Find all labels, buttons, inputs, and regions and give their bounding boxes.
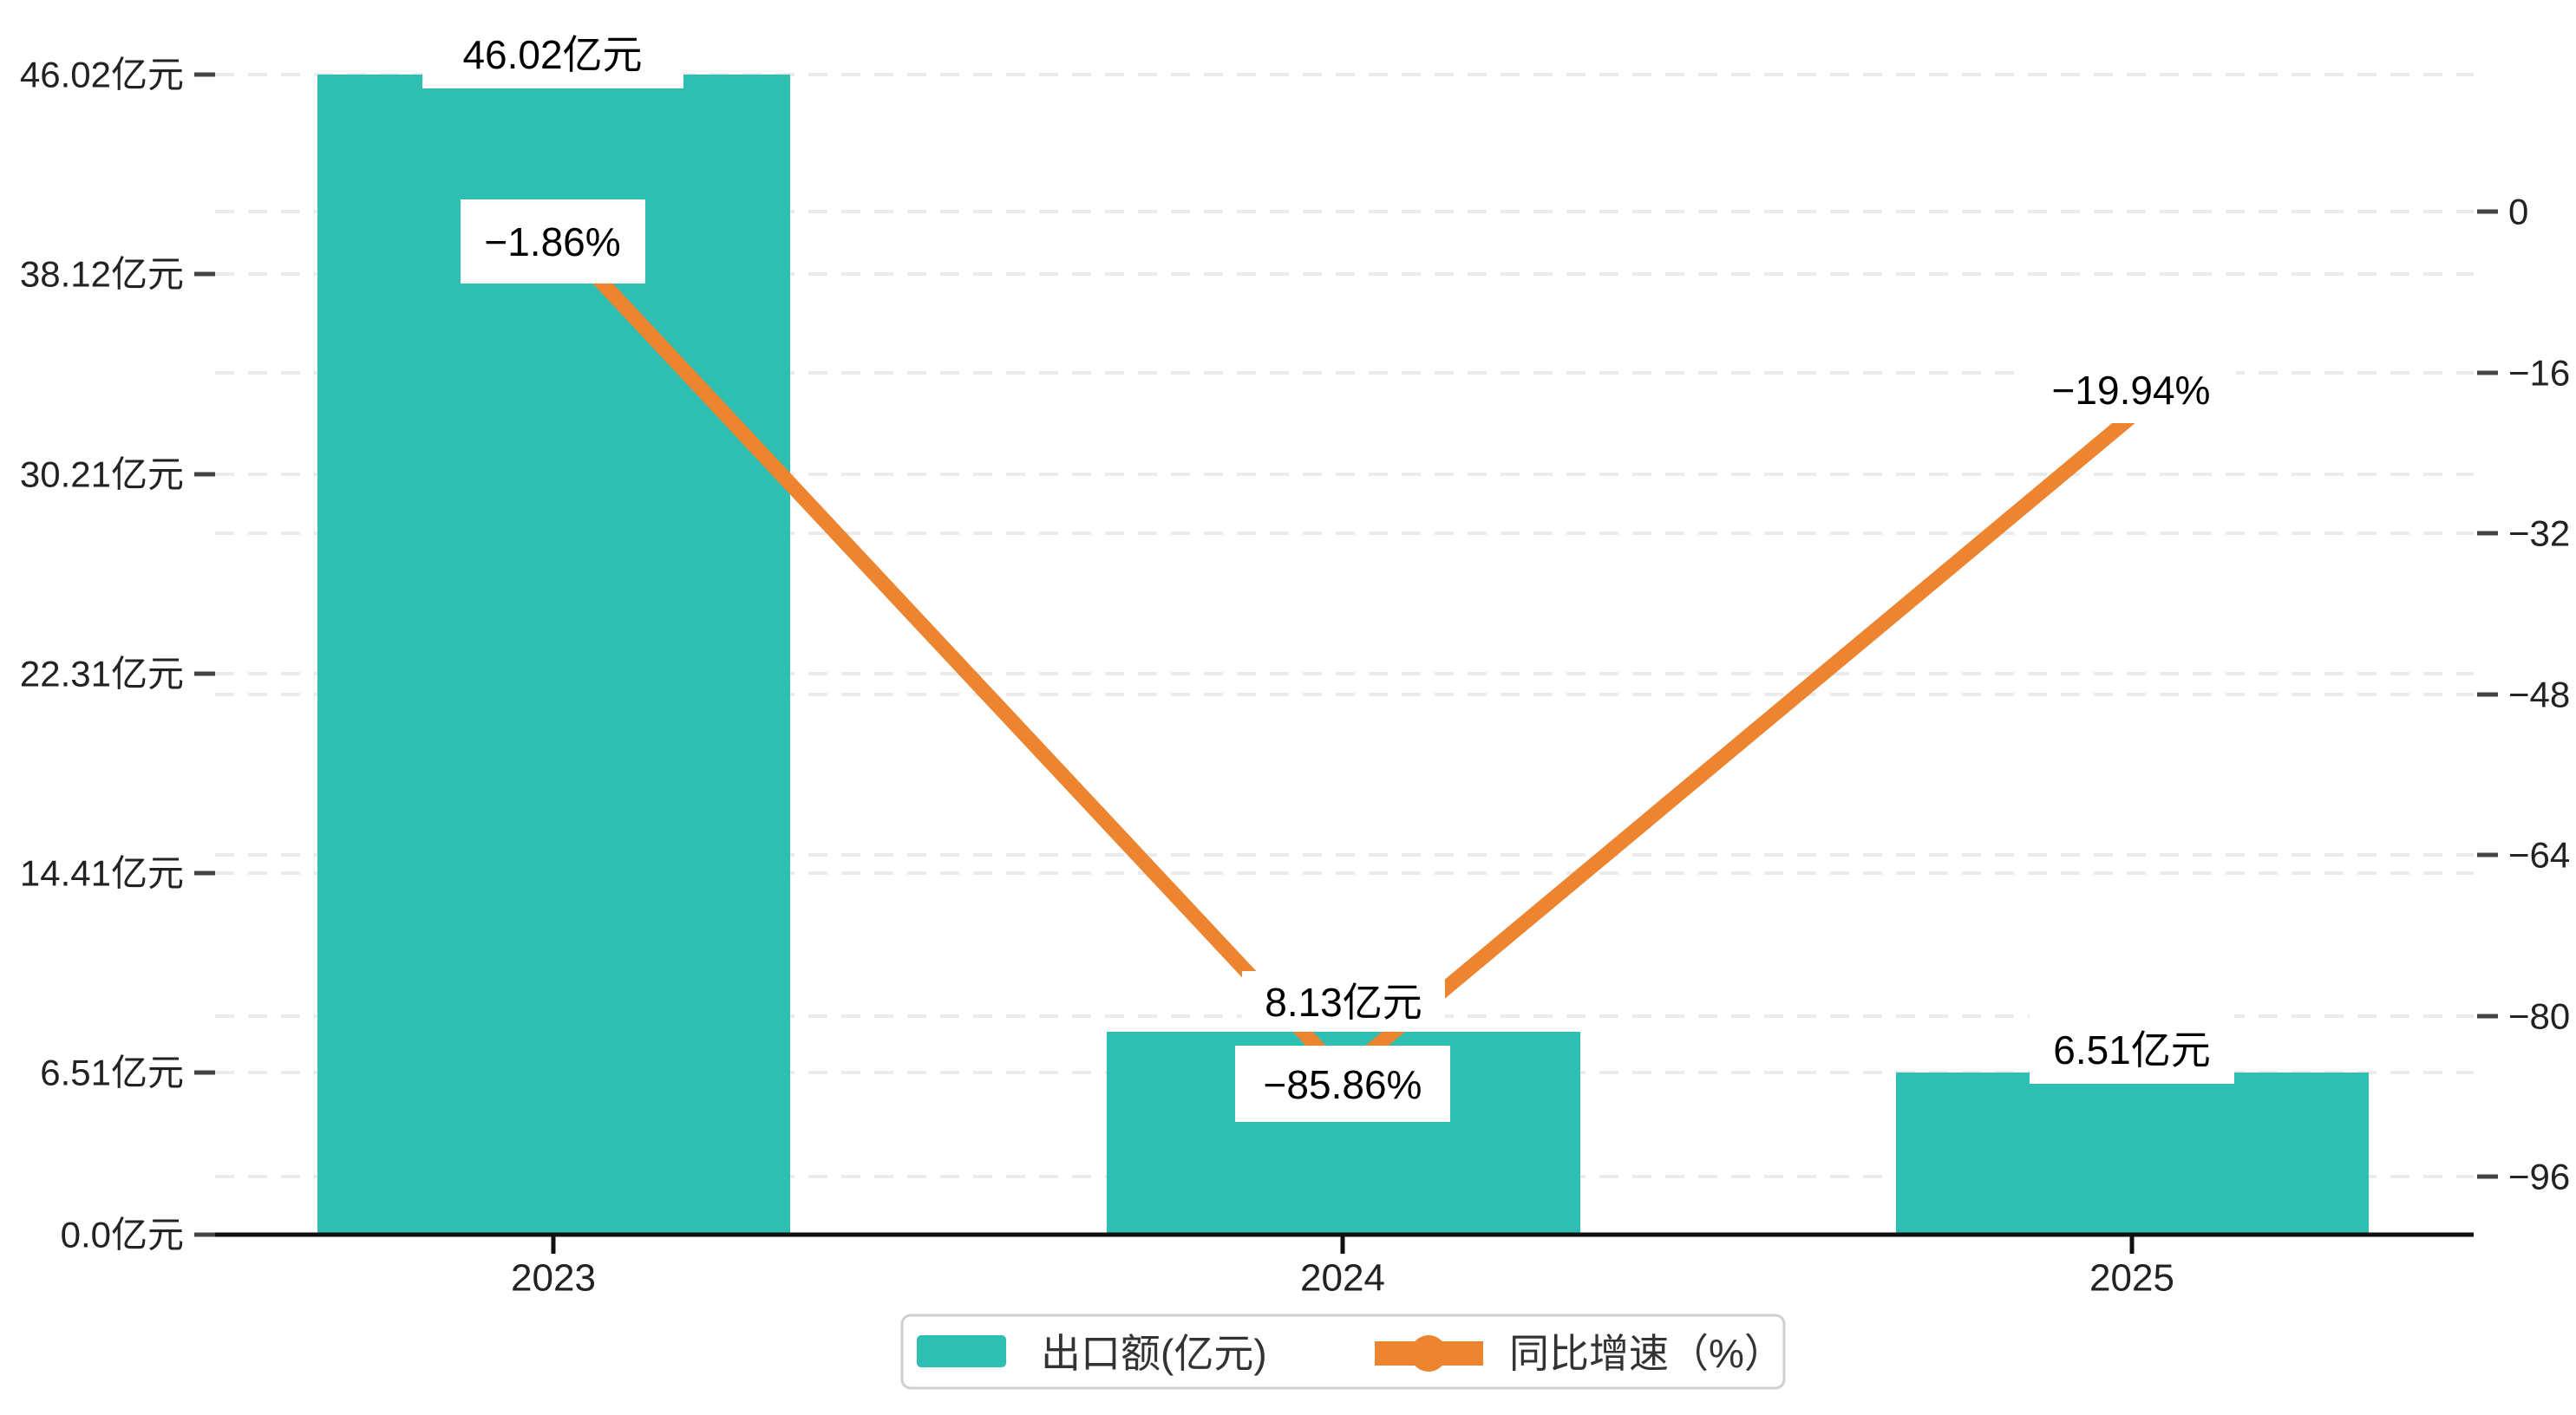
bar-2025[interactable] [1896,1073,2369,1235]
left-axis-tick-label: 0.0亿元 [61,1215,184,1255]
annotation-bg [1235,1046,1450,1122]
annotation-8-13: 8.13亿元 [1242,971,1445,1032]
annotation-bg [422,19,683,88]
x-axis-labels: 2023 2024 2025 [511,1257,2174,1300]
annotation-46-02: 46.02亿元 [422,19,683,88]
annotation-minus-85-86: −85.86% [1235,1046,1450,1122]
line-value-label-2024: −85.86% [1264,1062,1422,1107]
right-axis-tick-label: −32 [2508,513,2570,554]
bar-series [317,75,2369,1235]
legend-item-export[interactable]: 出口额(亿元) [917,1331,1267,1376]
x-axis-ticks [551,1236,2135,1254]
right-axis-tick-label: −96 [2508,1157,2570,1197]
bar-value-label-2023: 46.02亿元 [462,32,642,77]
left-axis-tick-label: 6.51亿元 [40,1053,184,1093]
right-axis-ticks [2477,209,2498,1179]
left-axis-tick-label: 38.12亿元 [20,254,184,295]
left-axis-tick-label: 30.21亿元 [20,454,184,495]
line-value-label-2023: −1.86% [484,219,620,264]
right-axis-tick-label: 0 [2508,192,2528,232]
annotation-bg [461,199,645,284]
annotation-minus-1-86: −1.86% [461,199,645,284]
right-axis-tick-label: −48 [2508,675,2570,715]
legend-label-export: 出口额(亿元) [1041,1331,1267,1376]
legend: 出口额(亿元) 同比增速（%） [900,1314,1786,1390]
annotation-minus-19-94: −19.94% [2026,355,2236,423]
x-label-2024: 2024 [1300,1257,1385,1300]
annotation-bg [2026,355,2236,423]
bar-value-label-2025: 6.51亿元 [2053,1027,2211,1073]
annotation-6-51: 6.51亿元 [2030,1014,2234,1084]
annotation-bg [2030,1014,2234,1084]
annotation-bg [1242,971,1445,1032]
line-dot-icon [1410,1335,1447,1372]
left-axis-tick-label: 46.02亿元 [20,55,184,95]
left-axis-tick-label: 14.41亿元 [20,853,184,894]
left-axis-tick-label: 22.31亿元 [20,654,184,694]
right-axis-labels: 0 −16 −32 −48 −64 −80 −96 [2508,192,2570,1197]
bar-swatch-icon [917,1335,1006,1367]
left-axis-ticks [194,72,215,1237]
line-value-label-2025: −19.94% [2052,368,2211,413]
x-label-2025: 2025 [2089,1257,2174,1300]
right-axis-tick-label: −80 [2508,996,2570,1037]
x-label-2023: 2023 [511,1257,596,1300]
left-axis-labels: 46.02亿元 38.12亿元 30.21亿元 22.31亿元 14.41亿元 … [20,55,184,1255]
right-axis-tick-label: −64 [2508,835,2570,876]
bar-value-label-2024: 8.13亿元 [1265,980,1422,1025]
legend-item-growth[interactable]: 同比增速（%） [1375,1331,1784,1376]
legend-label-growth: 同比增速（%） [1509,1331,1784,1376]
legend-box [900,1314,1786,1390]
right-axis-tick-label: −16 [2508,353,2570,394]
